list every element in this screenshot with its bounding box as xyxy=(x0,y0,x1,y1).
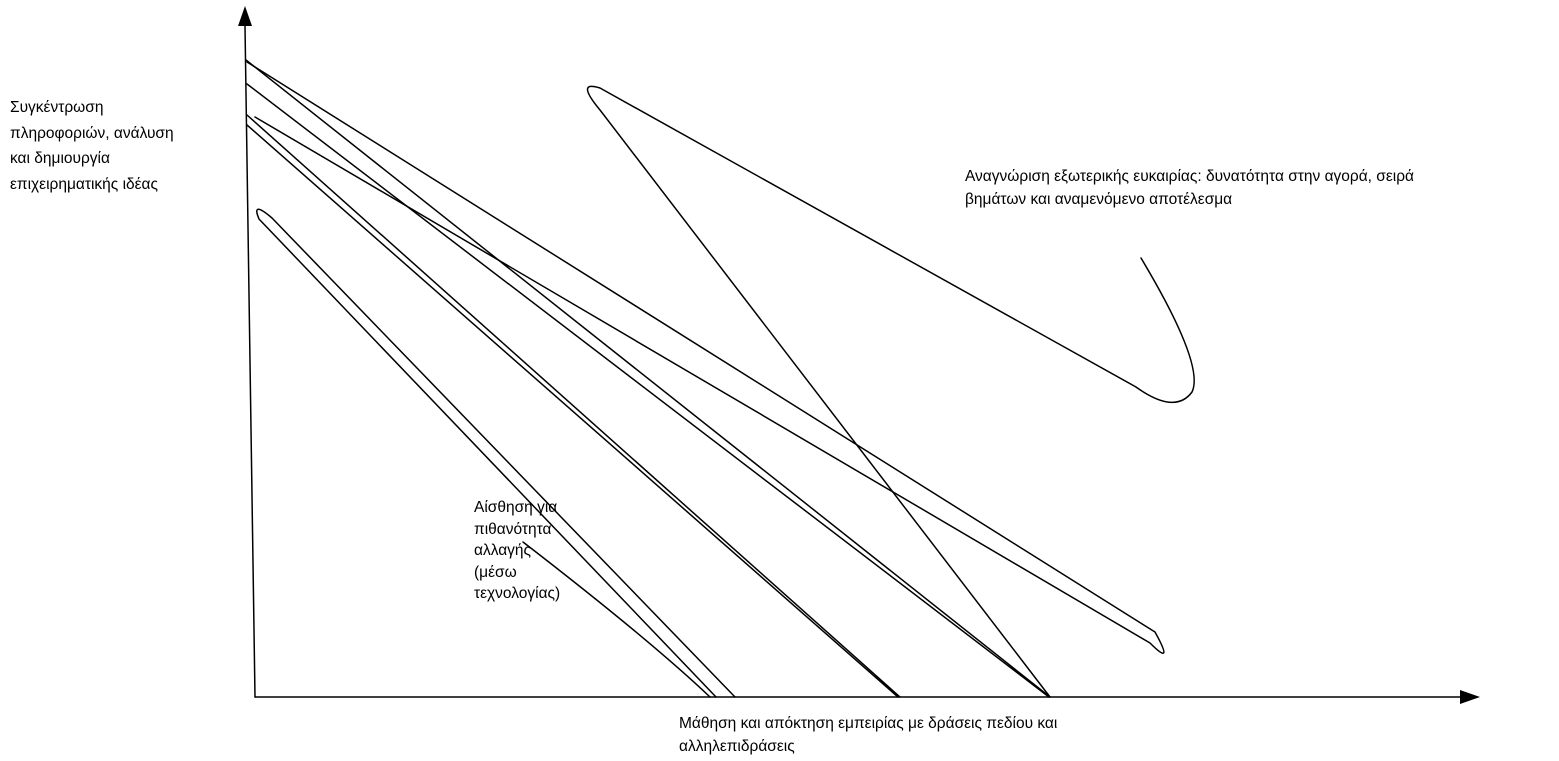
x-axis-arrowhead xyxy=(1460,690,1480,704)
x-axis-label-line-2: αλληλεπιδράσεις xyxy=(679,738,795,755)
spiral-stroke-inner xyxy=(522,541,711,698)
x-axis-label: Μάθηση και απόκτηση εμπειρίας με δράσεις… xyxy=(679,712,1057,758)
spiral-loop-2 xyxy=(246,114,901,698)
opportunity-label-line-2: βημάτων και αναμενόμενο αποτέλεσμα xyxy=(965,191,1233,208)
change-feeling-label-line-2: πιθανότητα xyxy=(474,520,552,538)
y-axis-label: Συγκέντρωση πληροφοριών, ανάλυση και δημ… xyxy=(10,95,174,197)
change-feeling-label-line-1: Αίσθηση για xyxy=(474,499,558,516)
change-feeling-label-line-4: (μέσω xyxy=(474,563,517,581)
y-axis-label-line-4: επιχειρηματικής ιδέας xyxy=(10,175,158,193)
x-axis-label-line-1: Μάθηση και απόκτηση εμπειρίας με δράσεις… xyxy=(679,715,1058,732)
y-axis-label-line-1: Συγκέντρωση xyxy=(10,99,104,116)
spiral-loop-1 xyxy=(256,208,736,698)
y-axis-arrowhead xyxy=(238,6,252,26)
spiral-loop-3 xyxy=(245,59,1051,698)
spiral-loop-5 xyxy=(586,85,1195,698)
change-feeling-label-line-3: αλλαγής xyxy=(474,542,532,559)
y-axis-line xyxy=(244,25,256,698)
y-axis-label-line-2: πληροφοριών, ανάλυση xyxy=(10,124,174,142)
y-axis-label-line-3: και δημιουργία xyxy=(10,150,110,167)
change-feeling-label: Αίσθηση για πιθανότητα αλλαγής (μέσω τεχ… xyxy=(474,497,560,605)
opportunity-label: Αναγνώριση εξωτερικής ευκαιρίας: δυνατότ… xyxy=(965,165,1414,211)
change-feeling-label-line-5: τεχνολογίας) xyxy=(474,585,561,602)
opportunity-label-line-1: Αναγνώριση εξωτερικής ευκαιρίας: δυνατότ… xyxy=(965,168,1414,185)
spiral-loop-4 xyxy=(246,61,1165,654)
